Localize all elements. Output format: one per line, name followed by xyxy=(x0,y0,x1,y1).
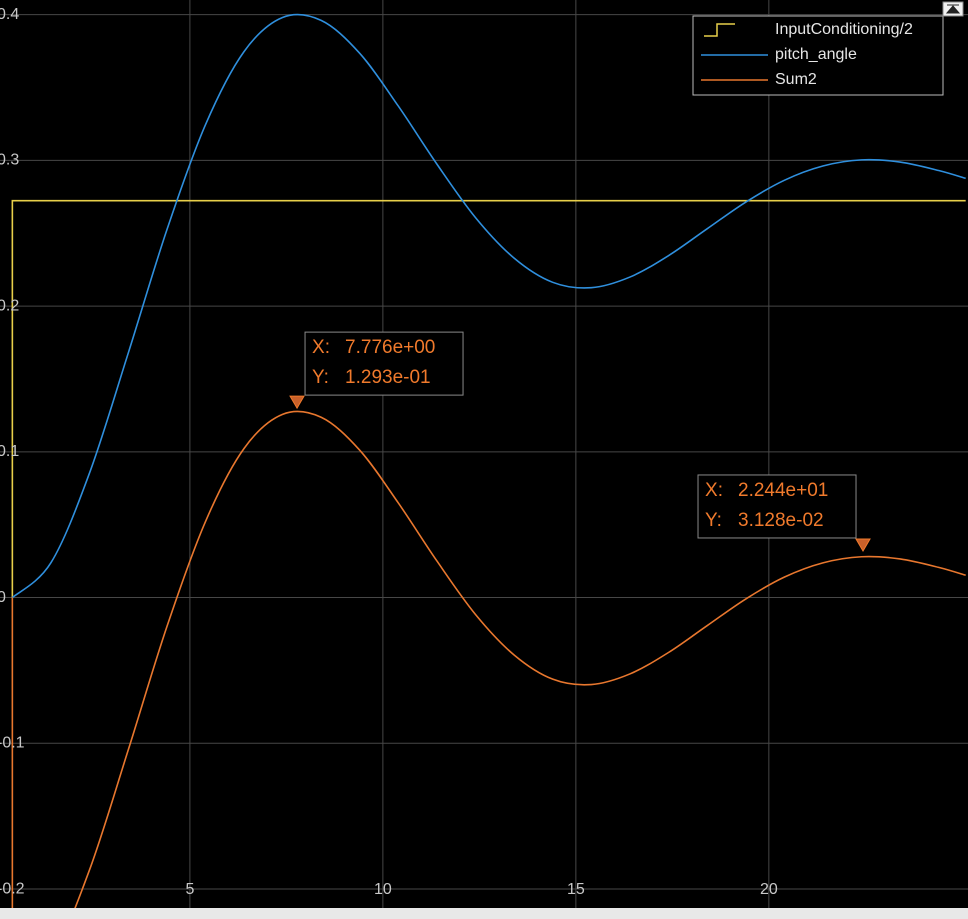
y-tick-label: 0.2 xyxy=(0,297,19,314)
datatip-y-prefix: Y: xyxy=(705,510,722,531)
series-line xyxy=(11,13,966,599)
datatip-x-value: 2.244e+01 xyxy=(738,480,828,501)
y-tick-label: -0.1 xyxy=(0,735,25,752)
datatip-box xyxy=(697,474,857,539)
legend-icon xyxy=(704,23,735,37)
datatip-marker xyxy=(289,395,305,410)
datatip-x-value: 7.776e+00 xyxy=(345,337,435,358)
y-tick-label: 0.3 xyxy=(0,152,19,169)
datatip-y-value: 1.293e-01 xyxy=(345,367,431,388)
x-tick-label: 5 xyxy=(185,881,194,898)
series-line xyxy=(11,199,966,598)
x-tick-label: 15 xyxy=(567,881,585,898)
legend-toggle-icon xyxy=(945,4,961,14)
series-group xyxy=(11,13,966,908)
legend-label: InputConditioning/2 xyxy=(775,21,913,38)
legend-box xyxy=(692,15,944,96)
datatip-box xyxy=(304,331,464,396)
datatip-y-prefix: Y: xyxy=(312,367,329,388)
legend-label: Sum2 xyxy=(775,71,817,88)
x-tick-label: 20 xyxy=(760,881,778,898)
x-tick-label: 10 xyxy=(374,881,392,898)
datatip-marker xyxy=(855,538,871,552)
y-tick-label: 0.1 xyxy=(0,443,19,460)
y-tick-label: 0 xyxy=(0,589,6,606)
datatip-x-prefix: X: xyxy=(705,480,723,501)
datatip-y-value: 3.128e-02 xyxy=(738,510,824,531)
legend-label: pitch_angle xyxy=(775,46,857,63)
y-tick-label: -0.2 xyxy=(0,880,25,897)
status-bar xyxy=(0,908,968,919)
y-tick-label: 0.4 xyxy=(0,6,19,23)
datatip-x-prefix: X: xyxy=(312,337,330,358)
series-line xyxy=(11,410,966,908)
